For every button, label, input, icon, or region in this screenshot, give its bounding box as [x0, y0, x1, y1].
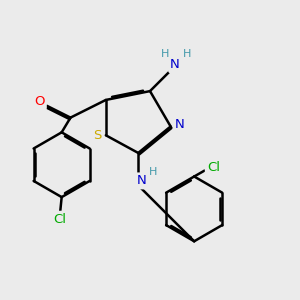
Text: S: S [93, 129, 102, 142]
Text: O: O [34, 95, 45, 108]
Text: N: N [175, 118, 184, 131]
Text: Cl: Cl [207, 161, 220, 174]
Text: N: N [136, 174, 146, 188]
Text: H: H [160, 49, 169, 59]
Text: H: H [183, 49, 191, 59]
Text: N: N [170, 58, 180, 71]
Text: Cl: Cl [54, 213, 67, 226]
Text: H: H [149, 167, 157, 177]
